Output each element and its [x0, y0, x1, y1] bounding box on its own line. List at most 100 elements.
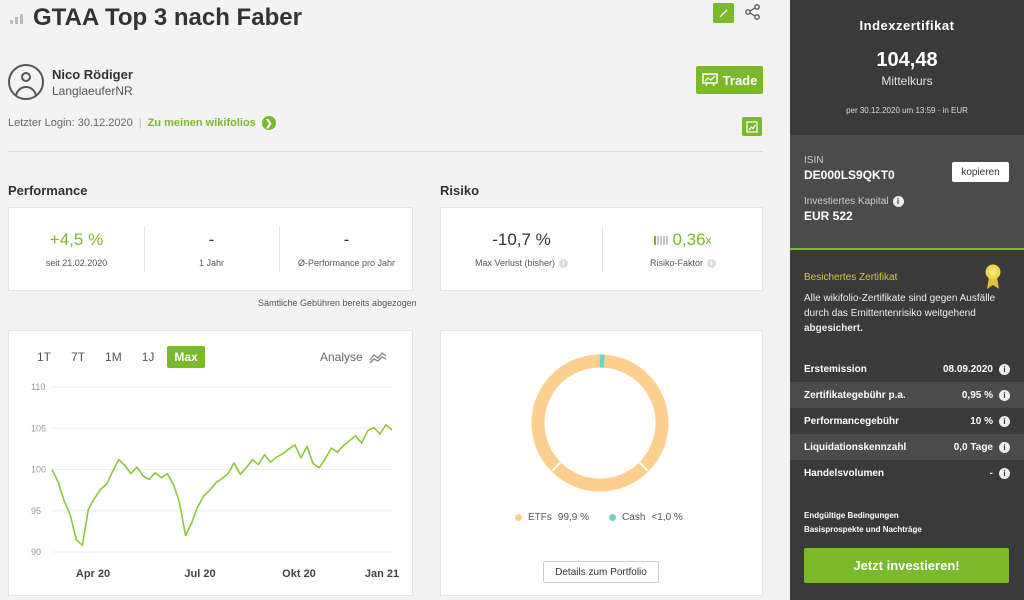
- pencil-icon: [719, 8, 728, 17]
- fact-label: Erstemission: [804, 363, 867, 375]
- capital-label: Investiertes Kapital: [804, 196, 889, 207]
- final-terms-link[interactable]: Endgültige Bedingungen: [804, 511, 899, 520]
- risk-factor-unit: x: [705, 233, 712, 247]
- risk-level-icon: [654, 235, 669, 245]
- trade-label: Trade: [722, 72, 758, 88]
- legend-etfs-name: ETFs: [528, 512, 552, 523]
- slice-separator: [638, 461, 649, 472]
- analyse-chart-icon: [369, 352, 387, 364]
- y-tick-label: 90: [31, 547, 41, 557]
- portfolio-details-button[interactable]: Details zum Portfolio: [543, 561, 659, 583]
- donut-legend: ETFs 99,9 % Cash <1,0 %: [515, 512, 683, 523]
- info-icon[interactable]: i: [999, 415, 1010, 427]
- edit-button[interactable]: [713, 3, 734, 23]
- prospectus-link[interactable]: Basisprospekte und Nachträge: [804, 525, 922, 534]
- legend-cash-value: <1,0 %: [651, 512, 683, 523]
- secure-text-bold: abgesichert.: [804, 323, 863, 334]
- risk-card: -10,7 % Max Verlust (bisher) i 0,36 x Ris…: [440, 207, 763, 291]
- divider: [279, 226, 280, 272]
- fact-label: Liquidationskennzahl: [804, 441, 907, 453]
- info-icon[interactable]: i: [999, 441, 1010, 453]
- page-title: GTAA Top 3 nach Faber: [33, 4, 302, 31]
- x-tick-label: Apr 20: [76, 568, 110, 580]
- performance-line: [51, 424, 393, 547]
- performance-1y-label: 1 Jahr: [198, 258, 224, 268]
- analyse-label: Analyse: [320, 350, 363, 364]
- info-icon[interactable]: i: [999, 363, 1010, 375]
- trader-name: Nico Rödiger: [52, 66, 133, 82]
- slice-separator: [551, 461, 562, 472]
- trader-profile[interactable]: Nico Rödiger LanglaeuferNR: [8, 64, 133, 100]
- my-wikifolios-label: Zu meinen wikifolios: [147, 117, 256, 129]
- trade-button[interactable]: Trade: [696, 66, 763, 94]
- max-loss-label: Max Verlust (bisher): [474, 258, 556, 268]
- tab-max[interactable]: Max: [167, 346, 205, 368]
- price-date: per 30.12.2020 um 13:59 · in EUR: [846, 106, 968, 115]
- info-icon[interactable]: i: [559, 258, 569, 268]
- fact-label: Performancegebühr: [804, 415, 900, 427]
- fact-row: Handelsvolumen - i: [790, 460, 1024, 486]
- risk-factor-label: Risiko-Faktor: [649, 258, 703, 268]
- fact-row: Liquidationskennzahl 0,0 Tage i: [790, 434, 1024, 460]
- performance-card: +4,5 % seit 21.02.2020 - 1 Jahr - Ø-Perf…: [8, 207, 413, 291]
- fact-row: Erstemission 08.09.2020 i: [790, 356, 1024, 382]
- invest-button[interactable]: Jetzt investieren!: [804, 548, 1009, 583]
- legend-cash: Cash <1,0 %: [609, 512, 683, 523]
- certificate-header: Indexzertifikat 104,48 Mittelkurs per 30…: [790, 0, 1024, 135]
- tab-1j[interactable]: 1J: [141, 350, 155, 364]
- capital-value: EUR 522: [804, 209, 853, 223]
- share-icon[interactable]: [744, 3, 762, 21]
- legend-etfs: ETFs 99,9 %: [515, 512, 589, 523]
- donut-slice-etfs[interactable]: [531, 354, 669, 492]
- tab-1t[interactable]: 1T: [37, 350, 52, 364]
- fact-row: Zertifikategebühr p.a. 0,95 % i: [790, 382, 1024, 408]
- legend-cash-name: Cash: [622, 512, 646, 523]
- info-icon[interactable]: i: [892, 196, 904, 207]
- fact-value: 08.09.2020: [942, 363, 993, 375]
- title-row: GTAA Top 3 nach Faber: [10, 4, 302, 32]
- info-icon[interactable]: i: [999, 389, 1010, 401]
- last-login: Letzter Login: 30.12.2020: [8, 117, 133, 129]
- isin-value: DE000LS9QKT0: [804, 168, 895, 182]
- ranking-bars-icon: [10, 12, 23, 24]
- trader-handle: LanglaeuferNR: [52, 83, 133, 98]
- performance-1y-value: -: [208, 230, 215, 249]
- copy-isin-button[interactable]: kopieren: [952, 162, 1009, 182]
- separator: |: [138, 117, 142, 129]
- risk-title: Risiko: [440, 183, 480, 198]
- document-links: Endgültige Bedingungen Basisprospekte un…: [804, 509, 922, 537]
- info-icon[interactable]: i: [707, 258, 716, 268]
- tab-7t[interactable]: 7T: [71, 350, 86, 364]
- accent-line: [790, 248, 1024, 250]
- performance-since-label: seit 21.02.2020: [45, 258, 108, 268]
- certificate-price: 104,48: [876, 49, 938, 71]
- risk-factor-stat: 0,36 x Risiko-Faktor i: [602, 208, 764, 290]
- performance-avg-label: Ø-Performance pro Jahr: [297, 258, 396, 268]
- medal-icon: [985, 264, 1001, 289]
- chart-button[interactable]: [742, 117, 762, 136]
- fact-label: Zertifikategebühr p.a.: [804, 389, 906, 401]
- x-tick-label: Jul 20: [184, 568, 215, 580]
- fact-value: 0,0 Tage: [953, 441, 993, 453]
- main-content: GTAA Top 3 nach Faber Nico Rödiger Langl…: [8, 3, 763, 596]
- legend-cash-dot: [609, 514, 617, 521]
- isin-block: ISIN DE000LS9QKT0 kopieren Investiertes …: [790, 135, 1024, 249]
- my-wikifolios-link[interactable]: Zu meinen wikifolios ❯: [148, 116, 276, 130]
- analyse-button[interactable]: Analyse: [320, 350, 387, 364]
- y-tick-label: 110: [31, 382, 45, 392]
- y-tick-label: 100: [31, 465, 46, 475]
- certificate-title: Indexzertifikat: [859, 18, 955, 33]
- isin-label: ISIN: [804, 155, 824, 166]
- x-tick-label: Jan 21: [365, 568, 399, 580]
- y-tick-label: 95: [31, 506, 41, 516]
- divider: [8, 151, 763, 152]
- secure-block: Besichertes Zertifikat Alle wikifolio-Ze…: [790, 250, 1024, 350]
- info-icon[interactable]: i: [999, 467, 1010, 479]
- arrow-right-icon: ❯: [261, 116, 276, 130]
- performance-stat-1y: - 1 Jahr: [144, 208, 279, 290]
- trade-chart-icon: [701, 73, 718, 87]
- fact-row: Performancegebühr 10 % i: [790, 408, 1024, 434]
- fact-label: Handelsvolumen: [804, 467, 885, 479]
- tab-1m[interactable]: 1M: [105, 350, 122, 364]
- range-tabs: 1T 7T 1M 1J Max: [30, 346, 205, 368]
